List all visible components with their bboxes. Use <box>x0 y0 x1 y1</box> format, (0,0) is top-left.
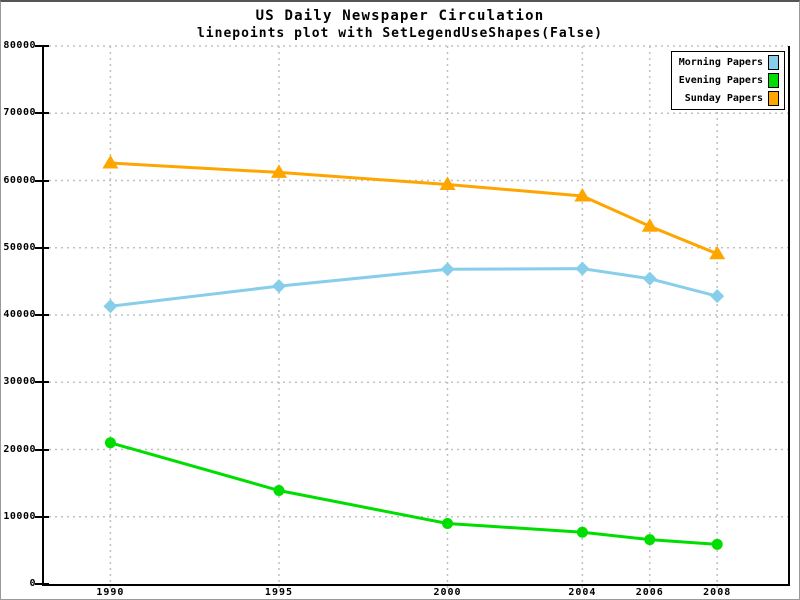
y-tick-mark <box>35 448 49 451</box>
y-tick-label: 20000 <box>3 443 36 455</box>
x-tick-label: 2008 <box>703 587 732 598</box>
y-tick-label: 70000 <box>3 107 36 119</box>
series-marker-morning-papers <box>710 289 725 304</box>
series-marker-evening-papers <box>576 526 588 538</box>
y-tick-mark <box>35 381 49 384</box>
x-tick-label: 2006 <box>635 587 664 598</box>
y-tick-mark <box>35 515 49 518</box>
series-marker-morning-papers <box>575 261 590 276</box>
legend-label: Morning Papers <box>678 56 763 68</box>
legend-label: Evening Papers <box>678 74 763 86</box>
y-tick-label: 30000 <box>3 376 36 388</box>
series-marker-evening-papers <box>104 437 116 449</box>
legend-item-morning-papers: Morning Papers <box>674 54 779 70</box>
y-tick-label: 80000 <box>3 40 36 51</box>
legend-swatch-evening-papers <box>768 72 779 88</box>
legend: Morning Papers Evening Papers Sunday Paper… <box>671 51 785 110</box>
y-tick-mark <box>35 179 49 182</box>
series-marker-sunday-papers <box>709 245 726 260</box>
series-marker-morning-papers <box>103 299 118 314</box>
legend-swatch-sunday-papers <box>768 91 779 107</box>
x-tick-label: 1990 <box>96 587 125 598</box>
y-tick-mark <box>35 314 49 316</box>
y-axis-line <box>42 46 44 586</box>
x-tick-label: 2000 <box>433 587 462 598</box>
series-marker-morning-papers <box>271 279 286 294</box>
y-tick-label: 50000 <box>3 241 36 253</box>
y-tick-label: 10000 <box>3 510 36 522</box>
y-tick-mark <box>35 246 49 249</box>
y-tick-label: 60000 <box>3 174 36 186</box>
y-tick-label: 40000 <box>3 309 36 320</box>
x-tick-label: 2004 <box>568 587 597 598</box>
series-marker-morning-papers <box>440 262 455 277</box>
series-marker-evening-papers <box>273 485 285 497</box>
series-marker-evening-papers <box>644 534 656 546</box>
series-line-sunday-papers <box>110 161 718 256</box>
y-tick-label: 0 <box>29 578 36 589</box>
series-marker-sunday-papers <box>641 218 658 232</box>
y-tick-mark <box>35 583 49 585</box>
series-marker-sunday-papers <box>574 187 591 202</box>
y-tick-mark <box>35 112 49 115</box>
series-line-morning-papers <box>110 267 718 308</box>
plot-area <box>43 45 788 590</box>
x-tick-label: 1995 <box>264 587 294 598</box>
legend-label: Sunday Papers <box>684 93 763 105</box>
x-axis-line <box>42 584 790 586</box>
series-marker-evening-papers <box>442 517 454 529</box>
series-marker-sunday-papers <box>439 176 456 191</box>
chart-title: US Daily Newspaper Circulation <box>255 8 545 24</box>
legend-swatch-morning-papers <box>768 54 779 70</box>
series-marker-sunday-papers <box>270 164 287 178</box>
plot-right-frame <box>788 46 790 586</box>
series-marker-sunday-papers <box>102 155 119 169</box>
series-marker-morning-papers <box>642 271 657 286</box>
series-marker-evening-papers <box>711 538 723 550</box>
chart-subtitle: linepoints plot with SetLegendUseShapes(… <box>196 26 604 41</box>
legend-item-sunday-papers: Sunday Papers <box>674 91 779 107</box>
title-block: US Daily Newspaper Circulation linepoint… <box>1 7 799 43</box>
legend-item-evening-papers: Evening Papers <box>674 72 779 88</box>
series-line-evening-papers <box>110 441 718 546</box>
y-tick-mark <box>35 45 49 47</box>
